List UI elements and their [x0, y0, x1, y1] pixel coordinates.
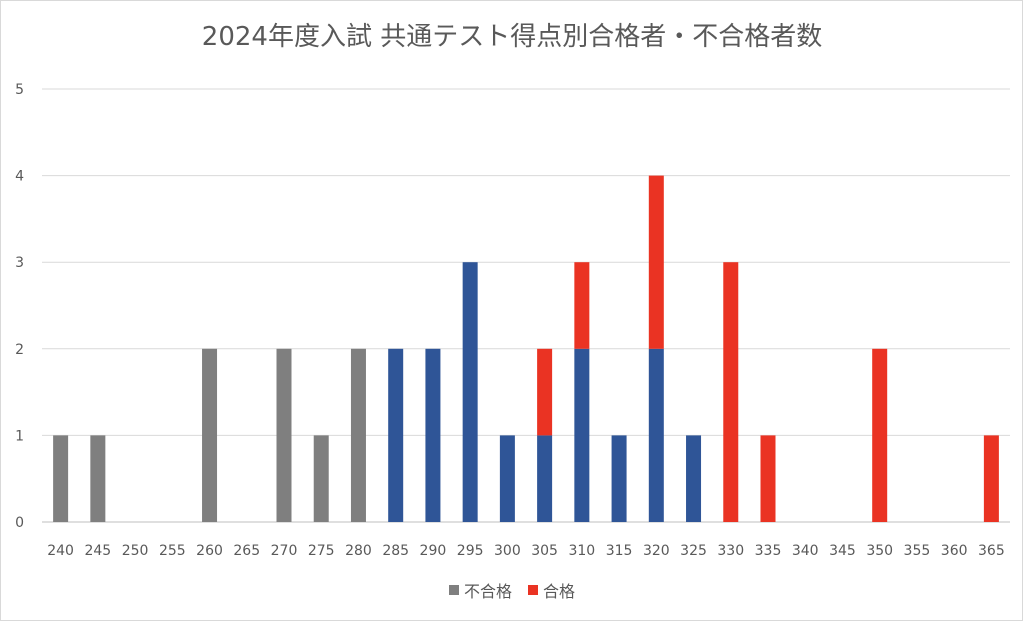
x-tick-label: 335: [755, 543, 782, 559]
x-tick-label: 250: [122, 543, 149, 559]
x-tick-label: 270: [271, 543, 298, 559]
bar-segment-series-2: [760, 435, 776, 522]
x-tick-label: 240: [47, 543, 74, 559]
bar-segment-series-1: [574, 348, 590, 522]
bar-segment-series-1: [462, 262, 478, 522]
bar-segment-series-0: [276, 348, 292, 522]
x-tick-label: 315: [606, 543, 633, 559]
bar-segment-series-0: [202, 348, 218, 522]
bar-segment-series-1: [499, 435, 515, 522]
bar-segment-series-2: [983, 435, 999, 522]
x-tick-label: 360: [941, 543, 968, 559]
x-tick-label: 260: [196, 543, 223, 559]
x-tick-label: 340: [792, 543, 819, 559]
legend-item: 不合格: [448, 578, 512, 602]
x-tick-label: 300: [494, 543, 521, 559]
x-tick-label: 265: [233, 543, 260, 559]
y-tick-label: 0: [15, 515, 24, 531]
legend-item: 合格: [528, 578, 575, 602]
x-tick-label: 305: [531, 543, 558, 559]
x-tick-label: 255: [159, 543, 186, 559]
bar-segment-series-1: [686, 435, 702, 522]
chart-title: 2024年度入試 共通テスト得点別合格者・不合格者数: [201, 22, 823, 52]
bar-segment-series-2: [648, 175, 664, 349]
legend-label: 不合格: [463, 582, 512, 601]
legend: 不合格 合格: [0, 578, 1024, 602]
x-tick-label: 345: [829, 543, 856, 559]
x-tick-label: 320: [643, 543, 670, 559]
x-tick-label: 275: [308, 543, 335, 559]
bar-segment-series-1: [388, 348, 404, 522]
x-tick-label: 355: [904, 543, 931, 559]
x-tick-label: 280: [345, 543, 372, 559]
bar-segment-series-0: [53, 435, 69, 522]
y-tick-label: 4: [15, 169, 24, 185]
x-tick-label: 310: [568, 543, 595, 559]
x-tick-label: 325: [680, 543, 707, 559]
bar-segment-series-1: [648, 348, 664, 522]
bar-segment-series-0: [313, 435, 329, 522]
legend-swatch: [528, 585, 538, 595]
y-tick-label: 3: [15, 255, 24, 271]
y-tick-label: 5: [15, 82, 24, 98]
x-tick-label: 290: [420, 543, 447, 559]
legend-label: 合格: [543, 582, 576, 601]
x-tick-label: 245: [84, 543, 111, 559]
bar-segment-series-2: [872, 348, 888, 522]
x-tick-label: 365: [978, 543, 1005, 559]
bar-segment-series-2: [574, 262, 590, 349]
bar-segment-series-1: [611, 435, 627, 522]
x-tick-label: 285: [382, 543, 409, 559]
legend-swatch: [448, 585, 459, 595]
y-tick-label: 1: [15, 428, 24, 444]
y-tick-label: 2: [15, 342, 24, 358]
x-tick-label: 295: [457, 543, 484, 559]
bar-segment-series-2: [723, 262, 739, 522]
bar-segment-series-2: [537, 348, 553, 436]
x-tick-label: 330: [717, 543, 744, 559]
bar-segment-series-1: [537, 435, 553, 522]
bar-segment-series-1: [425, 348, 441, 522]
bar-segment-series-0: [90, 435, 106, 522]
bar-segment-series-0: [350, 348, 366, 522]
x-tick-label: 350: [866, 543, 893, 559]
